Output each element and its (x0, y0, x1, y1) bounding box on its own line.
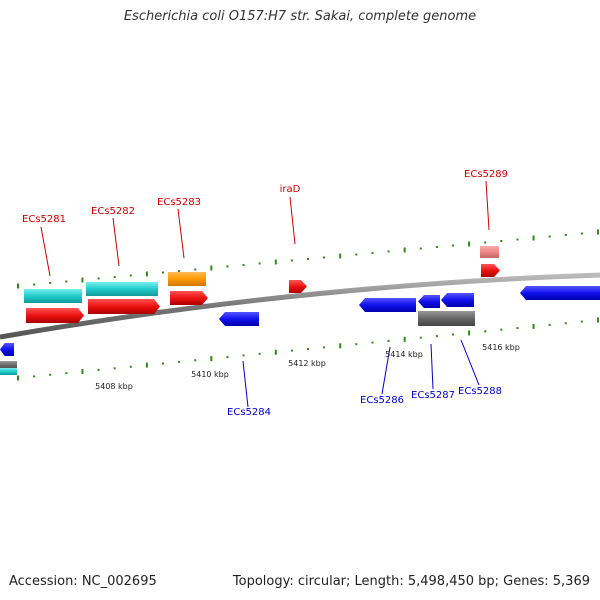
callout-irad (289, 196, 296, 245)
gene-label-ecs5289[interactable]: ECs5289 (464, 169, 508, 180)
gene-ecs5287-cds-box[interactable] (418, 311, 475, 326)
scale-label-5408: 5408 kbp (95, 382, 133, 391)
scale-label-5410: 5410 kbp (191, 370, 229, 379)
gene-label-ecs5287[interactable]: ECs5287 (411, 390, 455, 401)
gene-ecs5281-arrow[interactable] (26, 308, 84, 323)
outer-tick-track (17, 229, 599, 289)
gene-ecs5282-arrow[interactable] (88, 299, 160, 314)
gene-left-edge-cds[interactable] (0, 368, 17, 375)
genome-summary: Topology: circular; Length: 5,498,450 bp… (232, 574, 590, 589)
scale-label-5414: 5414 kbp (385, 350, 423, 359)
gene-features (0, 246, 600, 375)
gene-label-ecs5286[interactable]: ECs5286 (360, 395, 404, 406)
gene-label-irad[interactable]: iraD (280, 184, 301, 195)
callout-ecs5288 (460, 339, 480, 386)
gene-ecs5282-cds-box[interactable] (86, 282, 158, 296)
gene-ecs5286-arrow[interactable] (359, 298, 416, 312)
gene-ecs5284-arrow[interactable] (219, 312, 259, 326)
gene-callouts (40, 180, 490, 408)
callout-ecs5287 (430, 343, 434, 390)
callout-ecs5286 (381, 346, 391, 395)
gene-left-edge-box[interactable] (0, 361, 17, 370)
gene-label-ecs5281[interactable]: ECs5281 (22, 214, 66, 225)
inner-tick-track (17, 317, 599, 381)
scale-label-5416: 5416 kbp (482, 343, 520, 352)
gene-irad-arrow[interactable] (289, 280, 307, 293)
gene-label-ecs5288[interactable]: ECs5288 (458, 386, 502, 397)
scale-label-5412: 5412 kbp (288, 359, 326, 368)
callout-ecs5284 (242, 360, 249, 408)
callout-ecs5282 (112, 217, 120, 267)
callout-ecs5289 (485, 180, 490, 231)
gene-ecs5281-cds-box[interactable] (24, 289, 82, 303)
callout-ecs5283 (177, 208, 185, 259)
gene-ecs5283-cds-box[interactable] (168, 272, 206, 286)
gene-label-ecs5284[interactable]: ECs5284 (227, 407, 271, 418)
gene-ecs5283-arrow[interactable] (170, 291, 208, 305)
gene-right-edge-arrow[interactable] (520, 286, 600, 300)
genome-title: Escherichia coli O157:H7 str. Sakai, com… (123, 9, 477, 24)
gene-ecs5288-arrow[interactable] (441, 293, 474, 307)
gene-ecs5289-cds-box[interactable] (480, 246, 499, 258)
gene-ecs5289-arrow[interactable] (481, 264, 500, 277)
gene-label-ecs5282[interactable]: ECs5282 (91, 206, 135, 217)
accession-label: Accession: NC_002695 (9, 574, 157, 589)
gene-label-ecs5283[interactable]: ECs5283 (157, 197, 201, 208)
callout-ecs5281 (40, 226, 51, 277)
gene-ecs5287-arrow[interactable] (418, 295, 440, 308)
genome-backbone (0, 272, 600, 340)
gene-left-edge-arrow[interactable] (0, 343, 14, 356)
